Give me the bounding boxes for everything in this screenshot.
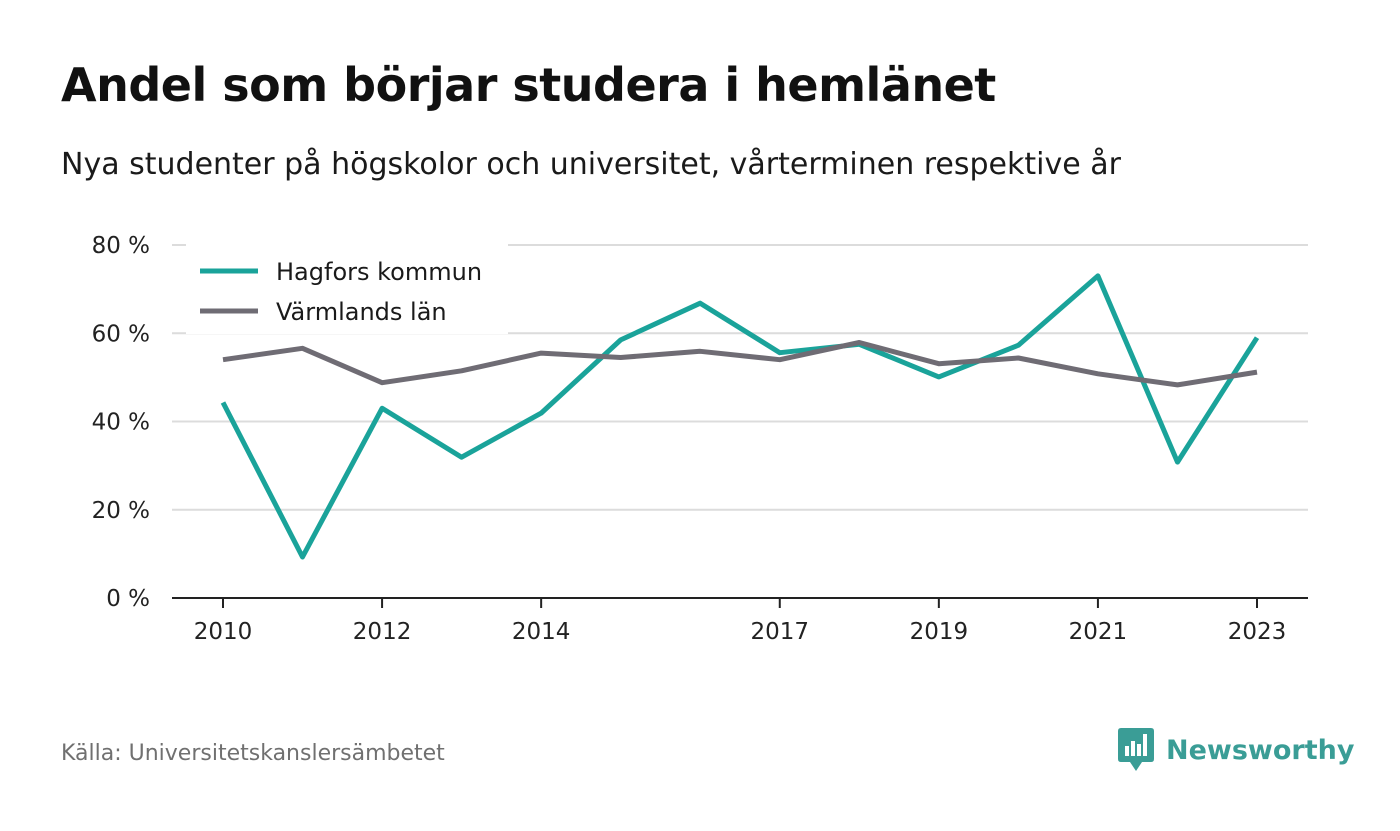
data-point (1016, 355, 1021, 360)
data-point (539, 351, 544, 356)
data-point (380, 406, 385, 411)
data-point (221, 357, 226, 362)
legend-background (186, 236, 508, 334)
data-point (1255, 370, 1260, 375)
data-point (1175, 460, 1180, 465)
legend-label[interactable]: Värmlands län (276, 298, 447, 326)
legend-box (186, 236, 508, 334)
data-point (221, 400, 226, 405)
data-point (539, 411, 544, 416)
data-point (618, 337, 623, 342)
x-tick-label: 2023 (1228, 619, 1287, 645)
data-point (698, 349, 703, 354)
x-tick-label: 2012 (353, 619, 412, 645)
source-note: Källa: Universitetskanslersämbetet (61, 741, 445, 766)
data-point (300, 554, 305, 559)
y-tick-label: 60 % (92, 321, 150, 347)
series-line-varmland (222, 340, 1258, 388)
series-lines (220, 273, 1260, 560)
axes: 0 % 20 % 40 % 60 % 80 % 2010 2012 2014 2017 2019 2… (92, 233, 1308, 645)
brand-logo[interactable]: Newsworthy (1118, 728, 1354, 772)
x-tick-label: 2019 (910, 619, 969, 645)
legend: Hagfors kommun Värmlands län (200, 258, 482, 326)
data-point (1175, 382, 1180, 387)
data-point (1255, 335, 1260, 340)
data-point (777, 350, 782, 355)
data-point (618, 355, 623, 360)
data-point (459, 368, 464, 373)
y-tick-label: 0 % (106, 586, 150, 612)
x-tick-label: 2021 (1069, 619, 1128, 645)
x-tick-label: 2017 (750, 619, 809, 645)
data-point (857, 340, 862, 345)
data-point (1016, 343, 1021, 348)
x-tick-label: 2010 (194, 619, 253, 645)
data-point (936, 374, 941, 379)
legend-label[interactable]: Hagfors kommun (276, 258, 482, 286)
y-tick-label: 40 % (92, 410, 150, 436)
data-point (1095, 273, 1100, 278)
data-point (777, 357, 782, 362)
y-tick-label: 20 % (92, 498, 150, 524)
x-tick-label: 2014 (512, 619, 571, 645)
brand-name: Newsworthy (1166, 734, 1355, 766)
data-point (380, 380, 385, 385)
y-tick-label: 80 % (92, 233, 150, 259)
chart-title: Andel som börjar studera i hemlänet (61, 58, 996, 112)
data-point (300, 346, 305, 351)
series-line-hagfors (220, 273, 1260, 560)
newsworthy-logo-icon (1118, 728, 1154, 771)
data-point (459, 455, 464, 460)
data-point (1095, 371, 1100, 376)
data-point (936, 361, 941, 366)
line-chart: 0 % 20 % 40 % 60 % 80 % 2010 2012 2014 2017 2019 2… (92, 233, 1308, 645)
chart-subtitle: Nya studenter på högskolor och universit… (61, 147, 1121, 182)
data-point (698, 301, 703, 306)
